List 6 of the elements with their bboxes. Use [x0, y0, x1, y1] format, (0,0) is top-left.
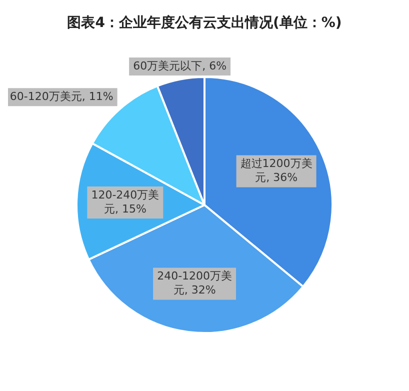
slice-label: 60-120万美元, 11% [10, 90, 114, 103]
slice-label: 120-240万美元, 15% [91, 188, 160, 216]
chart-title: 图表4：企业年度公有云支出情况(单位：%) [66, 14, 343, 33]
slice-label: 240-1200万美元, 32% [157, 270, 232, 297]
slice-label: 60万美元以下, 6% [133, 59, 227, 72]
slice-label: 超过1200万美元, 36% [240, 157, 312, 184]
